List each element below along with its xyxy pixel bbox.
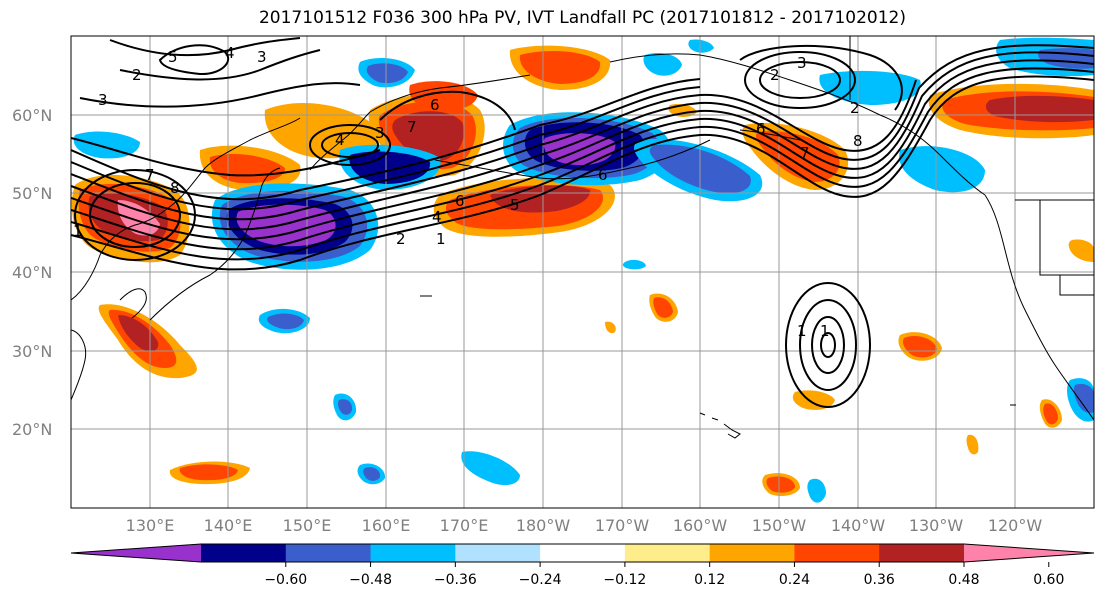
svg-text:170°E: 170°E: [440, 516, 489, 535]
colorbar-bin: [285, 544, 372, 562]
colorbar-bin: [540, 544, 626, 562]
svg-text:3: 3: [257, 48, 267, 66]
ivt-contours: [71, 37, 1094, 408]
longitude-labels: 130°E 140°E 150°E 160°E 170°E 180°W 170°…: [126, 516, 1043, 535]
svg-text:1: 1: [436, 230, 446, 248]
svg-text:8: 8: [170, 179, 180, 197]
colorbar-tick-label: 0.24: [779, 572, 810, 588]
svg-text:6: 6: [430, 96, 440, 114]
svg-text:60°N: 60°N: [12, 106, 52, 125]
svg-text:2: 2: [770, 66, 780, 84]
colorbar-tick-label: −0.60: [264, 572, 307, 588]
svg-text:7: 7: [145, 166, 155, 184]
colorbar-extend-low: [71, 544, 201, 562]
svg-text:6: 6: [598, 166, 608, 184]
svg-text:5: 5: [168, 48, 178, 66]
colorbar-bin: [709, 544, 795, 562]
svg-text:140°E: 140°E: [204, 516, 253, 535]
svg-text:6: 6: [756, 120, 766, 138]
svg-text:1: 1: [73, 222, 83, 240]
colorbar-bin: [624, 544, 711, 562]
svg-text:130°E: 130°E: [126, 516, 175, 535]
colorbar-tick-label: 0.12: [694, 572, 725, 588]
colorbar-bin: [455, 544, 541, 562]
colorbar-bin: [370, 544, 456, 562]
svg-text:180°W: 180°W: [516, 516, 571, 535]
svg-text:4: 4: [432, 208, 442, 226]
colorbar-tick-label: −0.48: [349, 572, 392, 588]
colorbar: −0.60 −0.48 −0.36 −0.24 −0.12 0.12 0.24 0.36 0.4…: [70, 543, 1095, 588]
svg-text:1: 1: [797, 322, 807, 340]
colorbar-tick-label: −0.24: [519, 572, 562, 588]
svg-text:20°N: 20°N: [12, 420, 52, 439]
svg-text:2: 2: [132, 66, 142, 84]
colorbar-tick-label: −0.12: [603, 572, 646, 588]
colorbar-extend-high: [964, 544, 1094, 562]
colorbar-tick-label: 0.36: [864, 572, 895, 588]
map-title: 2017101512 F036 300 hPa PV, IVT Landfall…: [258, 8, 906, 28]
graticule: [71, 36, 1094, 508]
colorbar-bin: [201, 544, 287, 562]
svg-text:50°N: 50°N: [12, 184, 52, 203]
svg-text:150°E: 150°E: [283, 516, 332, 535]
colorbar-bin: [794, 544, 880, 562]
svg-text:2: 2: [396, 230, 406, 248]
svg-text:7: 7: [407, 118, 417, 136]
svg-text:5: 5: [510, 196, 520, 214]
svg-text:3: 3: [98, 91, 108, 109]
svg-text:8: 8: [853, 132, 863, 150]
svg-text:170°W: 170°W: [595, 516, 650, 535]
svg-text:130°W: 130°W: [909, 516, 964, 535]
svg-text:140°W: 140°W: [831, 516, 886, 535]
colorbar-tick-label: 0.48: [948, 572, 979, 588]
svg-text:7: 7: [800, 144, 810, 162]
svg-text:4: 4: [225, 44, 235, 62]
svg-text:2: 2: [850, 99, 860, 117]
svg-text:30°N: 30°N: [12, 342, 52, 361]
latitude-labels: 60°N 50°N 40°N 30°N 20°N: [12, 106, 52, 439]
colorbar-tick-label: −0.36: [434, 572, 477, 588]
contour-labels: 2 5 4 3 3 4 7 6 3 7 8 1 2 1 4 6 5 3 2 2 …: [73, 44, 863, 340]
svg-text:150°W: 150°W: [752, 516, 807, 535]
svg-text:160°E: 160°E: [362, 516, 411, 535]
svg-text:3: 3: [375, 124, 385, 142]
svg-text:4: 4: [335, 131, 345, 149]
svg-text:120°W: 120°W: [988, 516, 1043, 535]
svg-text:6: 6: [455, 192, 465, 210]
svg-text:1: 1: [820, 322, 830, 340]
svg-text:40°N: 40°N: [12, 263, 52, 282]
colorbar-bin: [879, 544, 965, 562]
svg-text:3: 3: [797, 54, 807, 72]
svg-text:160°W: 160°W: [673, 516, 728, 535]
colorbar-tick-label: 0.60: [1033, 572, 1064, 588]
